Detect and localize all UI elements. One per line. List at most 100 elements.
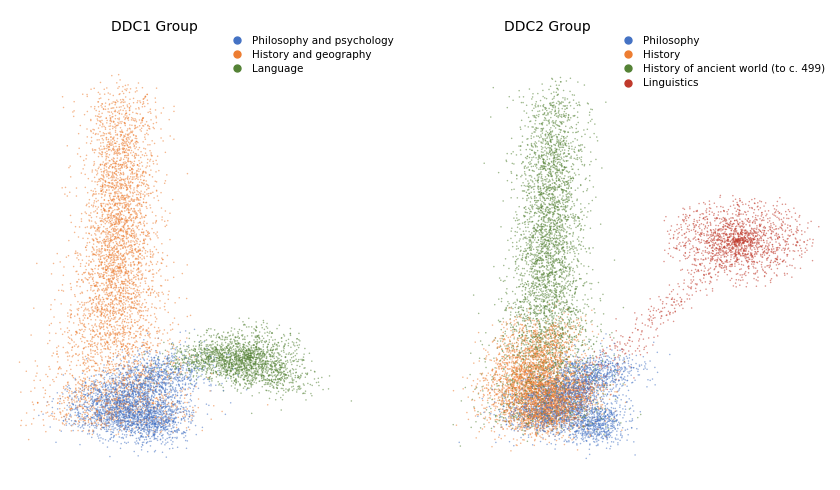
Point [149, 386, 162, 394]
Point [108, 383, 121, 391]
Point [147, 390, 160, 397]
Point [95, 265, 108, 272]
Point [155, 414, 168, 422]
Point [152, 360, 165, 368]
Point [116, 394, 129, 402]
Point [594, 410, 607, 417]
Point [152, 196, 165, 204]
Point [588, 416, 601, 424]
Point [553, 146, 566, 154]
Point [312, 374, 325, 382]
Point [521, 377, 534, 385]
Point [161, 217, 175, 224]
Point [544, 416, 558, 423]
Point [517, 404, 531, 412]
Point [511, 373, 524, 381]
Point [532, 412, 545, 420]
Point [532, 191, 545, 199]
Point [583, 405, 596, 413]
Point [245, 362, 259, 370]
Point [192, 385, 205, 392]
Point [239, 351, 252, 359]
Point [534, 163, 548, 171]
Point [576, 370, 590, 378]
Point [580, 411, 594, 419]
Point [113, 197, 127, 205]
Point [102, 315, 115, 322]
Point [527, 329, 540, 337]
Point [738, 229, 752, 237]
Point [563, 375, 576, 383]
Point [524, 377, 538, 385]
Point [549, 333, 562, 341]
Point [136, 366, 150, 373]
Point [548, 148, 561, 156]
Point [620, 352, 633, 360]
Point [525, 140, 538, 147]
Point [568, 415, 581, 422]
Point [551, 167, 564, 175]
Point [523, 376, 537, 384]
Point [766, 241, 780, 248]
Point [741, 263, 754, 271]
Point [71, 378, 85, 386]
Point [104, 196, 118, 203]
Point [721, 236, 734, 244]
Point [220, 368, 234, 376]
Point [174, 344, 187, 352]
Point [555, 343, 569, 351]
Point [578, 383, 591, 391]
Point [151, 364, 165, 371]
Point [137, 341, 150, 349]
Point [144, 385, 157, 393]
Point [102, 423, 116, 431]
Point [100, 400, 113, 408]
Point [276, 396, 289, 404]
Point [543, 405, 557, 413]
Point [523, 409, 537, 416]
Point [131, 421, 144, 429]
Point [538, 409, 552, 416]
Point [144, 401, 158, 409]
Point [249, 362, 262, 369]
Point [745, 251, 759, 259]
Point [60, 324, 74, 332]
Point [184, 380, 197, 388]
Point [697, 274, 711, 282]
Point [99, 330, 113, 338]
Point [550, 198, 564, 206]
Point [200, 336, 213, 344]
Point [144, 413, 158, 421]
Point [534, 421, 548, 429]
Point [565, 203, 579, 211]
Point [542, 354, 555, 362]
Point [583, 394, 596, 402]
Point [540, 134, 554, 142]
Point [505, 367, 518, 375]
Point [526, 380, 539, 388]
Point [141, 448, 155, 456]
Point [106, 402, 119, 410]
Point [663, 230, 676, 238]
Point [121, 184, 134, 192]
Point [204, 369, 218, 377]
Point [115, 370, 129, 378]
Point [78, 361, 92, 369]
Point [121, 404, 134, 412]
Point [116, 421, 129, 429]
Point [557, 395, 570, 403]
Point [132, 157, 145, 165]
Point [524, 336, 538, 343]
Point [550, 418, 564, 426]
Point [140, 363, 154, 371]
Point [57, 287, 71, 295]
Point [553, 363, 566, 370]
Point [276, 368, 290, 376]
Point [540, 404, 554, 412]
Point [536, 409, 549, 417]
Point [536, 404, 549, 412]
Point [541, 411, 554, 419]
Point [506, 342, 519, 349]
Point [116, 405, 129, 413]
Point [98, 420, 112, 428]
